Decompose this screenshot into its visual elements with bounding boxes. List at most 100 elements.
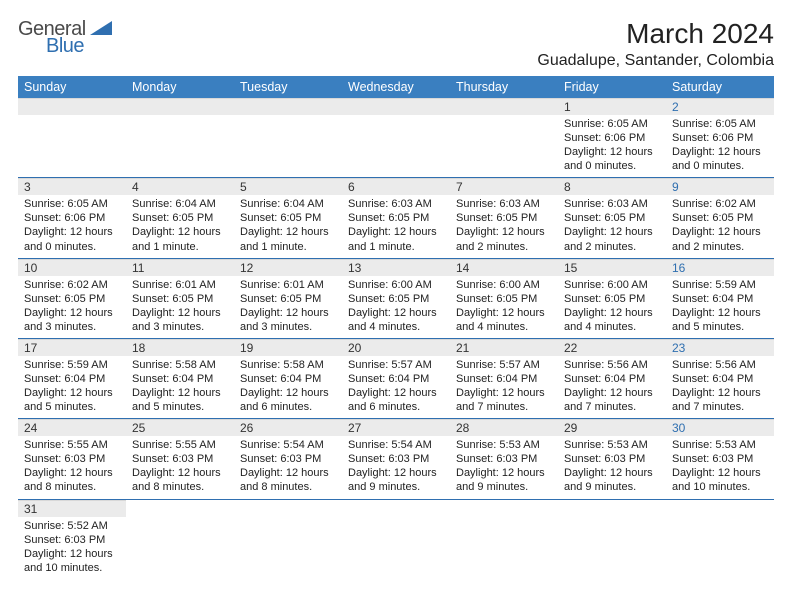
daylight-text-1: Daylight: 12 hours bbox=[240, 466, 336, 480]
daylight-text-1: Daylight: 12 hours bbox=[348, 306, 444, 320]
calendar-cell bbox=[234, 499, 342, 579]
daylight-text-2: and 0 minutes. bbox=[564, 159, 660, 173]
day-number: 21 bbox=[450, 339, 558, 356]
daylight-text-2: and 0 minutes. bbox=[24, 240, 120, 254]
sunrise-text: Sunrise: 6:02 AM bbox=[24, 278, 120, 292]
sunset-text: Sunset: 6:06 PM bbox=[672, 131, 768, 145]
page-title: March 2024 bbox=[537, 18, 774, 50]
daylight-text-1: Daylight: 12 hours bbox=[348, 225, 444, 239]
daylight-text-2: and 3 minutes. bbox=[132, 320, 228, 334]
daylight-text-1: Daylight: 12 hours bbox=[564, 306, 660, 320]
day-number: 6 bbox=[342, 178, 450, 195]
sunset-text: Sunset: 6:05 PM bbox=[132, 292, 228, 306]
day-number: 9 bbox=[666, 178, 774, 195]
daylight-text-1: Daylight: 12 hours bbox=[672, 145, 768, 159]
day-details: Sunrise: 5:54 AMSunset: 6:03 PMDaylight:… bbox=[342, 436, 450, 498]
day-number: 27 bbox=[342, 419, 450, 436]
day-details: Sunrise: 6:01 AMSunset: 6:05 PMDaylight:… bbox=[126, 276, 234, 338]
daylight-text-2: and 4 minutes. bbox=[564, 320, 660, 334]
calendar-cell bbox=[666, 499, 774, 579]
day-number: 10 bbox=[18, 259, 126, 276]
sunset-text: Sunset: 6:04 PM bbox=[240, 372, 336, 386]
day-number: 3 bbox=[18, 178, 126, 195]
calendar-table: Sunday Monday Tuesday Wednesday Thursday… bbox=[18, 76, 774, 579]
sunrise-text: Sunrise: 5:53 AM bbox=[564, 438, 660, 452]
day-details: Sunrise: 5:55 AMSunset: 6:03 PMDaylight:… bbox=[18, 436, 126, 498]
calendar-cell: 3Sunrise: 6:05 AMSunset: 6:06 PMDaylight… bbox=[18, 178, 126, 258]
calendar-cell bbox=[126, 499, 234, 579]
calendar-cell: 22Sunrise: 5:56 AMSunset: 6:04 PMDayligh… bbox=[558, 338, 666, 418]
sunset-text: Sunset: 6:05 PM bbox=[672, 211, 768, 225]
weekday-tue: Tuesday bbox=[234, 76, 342, 98]
day-details: Sunrise: 6:02 AMSunset: 6:05 PMDaylight:… bbox=[666, 195, 774, 257]
calendar-cell bbox=[342, 98, 450, 178]
sunrise-text: Sunrise: 6:00 AM bbox=[348, 278, 444, 292]
daylight-text-1: Daylight: 12 hours bbox=[348, 386, 444, 400]
day-number: 7 bbox=[450, 178, 558, 195]
day-details: Sunrise: 6:05 AMSunset: 6:06 PMDaylight:… bbox=[18, 195, 126, 257]
sunrise-text: Sunrise: 5:53 AM bbox=[672, 438, 768, 452]
sunset-text: Sunset: 6:03 PM bbox=[456, 452, 552, 466]
day-number: 14 bbox=[450, 259, 558, 276]
calendar-cell: 2Sunrise: 6:05 AMSunset: 6:06 PMDaylight… bbox=[666, 98, 774, 178]
day-details: Sunrise: 5:56 AMSunset: 6:04 PMDaylight:… bbox=[558, 356, 666, 418]
calendar-cell: 4Sunrise: 6:04 AMSunset: 6:05 PMDaylight… bbox=[126, 178, 234, 258]
day-number-empty bbox=[18, 98, 126, 115]
sunset-text: Sunset: 6:04 PM bbox=[672, 372, 768, 386]
daylight-text-1: Daylight: 12 hours bbox=[564, 386, 660, 400]
calendar-cell: 6Sunrise: 6:03 AMSunset: 6:05 PMDaylight… bbox=[342, 178, 450, 258]
calendar-cell: 16Sunrise: 5:59 AMSunset: 6:04 PMDayligh… bbox=[666, 258, 774, 338]
day-number: 15 bbox=[558, 259, 666, 276]
daylight-text-2: and 8 minutes. bbox=[132, 480, 228, 494]
sunrise-text: Sunrise: 6:04 AM bbox=[240, 197, 336, 211]
daylight-text-1: Daylight: 12 hours bbox=[672, 466, 768, 480]
day-number-empty bbox=[342, 98, 450, 115]
calendar-cell: 1Sunrise: 6:05 AMSunset: 6:06 PMDaylight… bbox=[558, 98, 666, 178]
day-details: Sunrise: 5:59 AMSunset: 6:04 PMDaylight:… bbox=[666, 276, 774, 338]
calendar-cell: 26Sunrise: 5:54 AMSunset: 6:03 PMDayligh… bbox=[234, 419, 342, 499]
daylight-text-2: and 6 minutes. bbox=[240, 400, 336, 414]
sunset-text: Sunset: 6:03 PM bbox=[672, 452, 768, 466]
sunrise-text: Sunrise: 5:57 AM bbox=[348, 358, 444, 372]
daylight-text-1: Daylight: 12 hours bbox=[564, 225, 660, 239]
day-details: Sunrise: 6:03 AMSunset: 6:05 PMDaylight:… bbox=[342, 195, 450, 257]
calendar-week-row: 24Sunrise: 5:55 AMSunset: 6:03 PMDayligh… bbox=[18, 419, 774, 499]
day-number: 26 bbox=[234, 419, 342, 436]
logo-triangle-icon bbox=[90, 19, 112, 40]
daylight-text-1: Daylight: 12 hours bbox=[456, 225, 552, 239]
daylight-text-2: and 8 minutes. bbox=[240, 480, 336, 494]
weekday-wed: Wednesday bbox=[342, 76, 450, 98]
daylight-text-2: and 0 minutes. bbox=[672, 159, 768, 173]
daylight-text-1: Daylight: 12 hours bbox=[24, 386, 120, 400]
day-details: Sunrise: 6:00 AMSunset: 6:05 PMDaylight:… bbox=[450, 276, 558, 338]
daylight-text-2: and 3 minutes. bbox=[240, 320, 336, 334]
day-number: 20 bbox=[342, 339, 450, 356]
sunset-text: Sunset: 6:06 PM bbox=[24, 211, 120, 225]
sunrise-text: Sunrise: 5:52 AM bbox=[24, 519, 120, 533]
sunset-text: Sunset: 6:04 PM bbox=[564, 372, 660, 386]
daylight-text-2: and 5 minutes. bbox=[672, 320, 768, 334]
daylight-text-1: Daylight: 12 hours bbox=[348, 466, 444, 480]
sunrise-text: Sunrise: 6:02 AM bbox=[672, 197, 768, 211]
daylight-text-2: and 10 minutes. bbox=[672, 480, 768, 494]
sunset-text: Sunset: 6:04 PM bbox=[672, 292, 768, 306]
weekday-fri: Friday bbox=[558, 76, 666, 98]
day-number: 30 bbox=[666, 419, 774, 436]
day-details: Sunrise: 5:57 AMSunset: 6:04 PMDaylight:… bbox=[342, 356, 450, 418]
day-number: 22 bbox=[558, 339, 666, 356]
daylight-text-2: and 3 minutes. bbox=[24, 320, 120, 334]
daylight-text-2: and 5 minutes. bbox=[132, 400, 228, 414]
daylight-text-2: and 2 minutes. bbox=[672, 240, 768, 254]
sunset-text: Sunset: 6:05 PM bbox=[240, 211, 336, 225]
sunrise-text: Sunrise: 6:01 AM bbox=[132, 278, 228, 292]
sunset-text: Sunset: 6:06 PM bbox=[564, 131, 660, 145]
day-number: 11 bbox=[126, 259, 234, 276]
sunrise-text: Sunrise: 6:00 AM bbox=[564, 278, 660, 292]
calendar-week-row: 3Sunrise: 6:05 AMSunset: 6:06 PMDaylight… bbox=[18, 178, 774, 258]
day-number: 25 bbox=[126, 419, 234, 436]
day-details: Sunrise: 6:05 AMSunset: 6:06 PMDaylight:… bbox=[666, 115, 774, 177]
weekday-thu: Thursday bbox=[450, 76, 558, 98]
day-number: 1 bbox=[558, 98, 666, 115]
sunset-text: Sunset: 6:03 PM bbox=[348, 452, 444, 466]
daylight-text-1: Daylight: 12 hours bbox=[456, 386, 552, 400]
